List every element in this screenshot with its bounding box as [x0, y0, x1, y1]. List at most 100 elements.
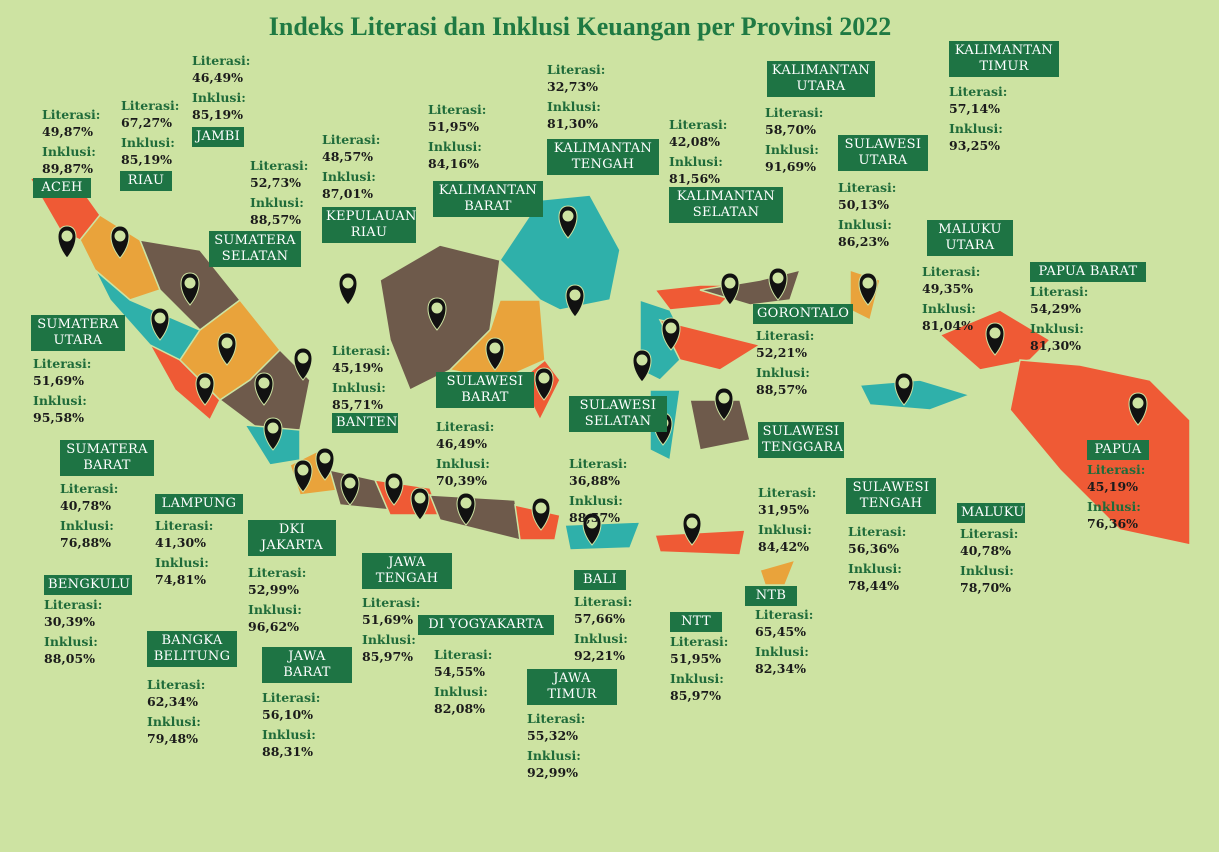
literasi-value: 46,49%	[192, 70, 244, 85]
literasi-label: Literasi:	[192, 53, 251, 68]
province-stats: Literasi: 49,87% Inklusi: 89,87%	[42, 106, 100, 177]
province-name: SULAWESI TENGGARA	[758, 422, 844, 458]
inklusi-value: 91,69%	[765, 159, 817, 174]
province-name: KALIMANTAN UTARA	[767, 61, 875, 97]
inklusi-value: 82,34%	[755, 661, 807, 676]
inklusi-value: 85,19%	[121, 152, 173, 167]
literasi-label: Literasi:	[574, 594, 633, 609]
literasi-value: 51,95%	[428, 119, 480, 134]
province-name: PAPUA BARAT	[1030, 262, 1146, 282]
inklusi-label: Inklusi:	[669, 154, 723, 169]
inklusi-label: Inklusi:	[121, 135, 175, 150]
inklusi-label: Inklusi:	[755, 644, 809, 659]
province-stats: Literasi: 52,99% Inklusi: 96,62%	[248, 564, 306, 635]
inklusi-value: 74,81%	[155, 572, 207, 587]
province-stats: Literasi: 36,88% Inklusi: 88,57%	[569, 455, 627, 526]
inklusi-value: 93,25%	[949, 138, 1001, 153]
literasi-value: 40,78%	[60, 498, 112, 513]
inklusi-value: 85,19%	[192, 107, 244, 122]
literasi-label: Literasi:	[1087, 462, 1146, 477]
literasi-value: 32,73%	[547, 79, 599, 94]
province-name: SULAWESI UTARA	[838, 135, 928, 171]
inklusi-value: 85,71%	[332, 397, 384, 412]
province-name: KEPULAUAN RIAU	[322, 207, 416, 243]
literasi-value: 31,95%	[758, 502, 810, 517]
inklusi-value: 85,97%	[670, 688, 722, 703]
inklusi-label: Inklusi:	[670, 671, 724, 686]
province-stats: Literasi: 51,69% Inklusi: 85,97%	[362, 594, 420, 665]
inklusi-label: Inklusi:	[434, 684, 488, 699]
province-stats: Literasi: 50,13% Inklusi: 86,23%	[838, 179, 896, 250]
literasi-value: 51,69%	[33, 373, 85, 388]
literasi-label: Literasi:	[765, 105, 824, 120]
inklusi-label: Inklusi:	[322, 169, 376, 184]
literasi-label: Literasi:	[569, 456, 628, 471]
province-stats: Literasi: 40,78% Inklusi: 78,70%	[960, 525, 1018, 596]
literasi-value: 48,57%	[322, 149, 374, 164]
literasi-value: 62,34%	[147, 694, 199, 709]
province-name: BANTEN	[332, 413, 398, 433]
inklusi-label: Inklusi:	[33, 393, 87, 408]
inklusi-label: Inklusi:	[436, 456, 490, 471]
literasi-label: Literasi:	[362, 595, 421, 610]
literasi-label: Literasi:	[1030, 284, 1089, 299]
literasi-label: Literasi:	[670, 634, 729, 649]
province-name: ACEH	[33, 178, 91, 198]
province-name: SUMATERA UTARA	[31, 315, 125, 351]
province-stats: Literasi: 55,32% Inklusi: 92,99%	[527, 710, 585, 781]
inklusi-label: Inklusi:	[756, 365, 810, 380]
inklusi-value: 86,23%	[838, 234, 890, 249]
inklusi-value: 78,44%	[848, 578, 900, 593]
inklusi-label: Inklusi:	[332, 380, 386, 395]
literasi-label: Literasi:	[60, 481, 119, 496]
inklusi-value: 78,70%	[960, 580, 1012, 595]
literasi-label: Literasi:	[250, 158, 309, 173]
province-stats: Literasi: 40,78% Inklusi: 76,88%	[60, 480, 118, 551]
literasi-value: 41,30%	[155, 535, 207, 550]
inklusi-value: 88,31%	[262, 744, 314, 759]
inklusi-value: 88,57%	[756, 382, 808, 397]
inklusi-label: Inklusi:	[1030, 321, 1084, 336]
literasi-value: 50,13%	[838, 197, 890, 212]
inklusi-value: 96,62%	[248, 619, 300, 634]
province-stats: Literasi: 32,73% Inklusi: 81,30%	[547, 61, 605, 132]
inklusi-label: Inklusi:	[569, 493, 623, 508]
inklusi-label: Inklusi:	[949, 121, 1003, 136]
inklusi-value: 79,48%	[147, 731, 199, 746]
inklusi-value: 70,39%	[436, 473, 488, 488]
province-stats: Literasi: 45,19% Inklusi: 76,36%	[1087, 461, 1145, 532]
province-name: JAWA BARAT	[262, 647, 352, 683]
literasi-value: 45,19%	[332, 360, 384, 375]
literasi-label: Literasi:	[922, 264, 981, 279]
inklusi-value: 82,08%	[434, 701, 486, 716]
inklusi-value: 92,21%	[574, 648, 626, 663]
literasi-value: 30,39%	[44, 614, 96, 629]
province-stats: Literasi: 48,57% Inklusi: 87,01%	[322, 131, 380, 202]
literasi-value: 49,35%	[922, 281, 974, 296]
inklusi-label: Inklusi:	[60, 518, 114, 533]
province-name: KALIMANTAN TENGAH	[547, 139, 659, 175]
literasi-value: 52,99%	[248, 582, 300, 597]
literasi-value: 51,95%	[670, 651, 722, 666]
inklusi-value: 81,30%	[547, 116, 599, 131]
literasi-value: 65,45%	[755, 624, 807, 639]
inklusi-label: Inklusi:	[362, 632, 416, 647]
literasi-label: Literasi:	[248, 565, 307, 580]
literasi-label: Literasi:	[332, 343, 391, 358]
inklusi-label: Inklusi:	[574, 631, 628, 646]
province-name: NTB	[745, 586, 797, 606]
inklusi-label: Inklusi:	[155, 555, 209, 570]
literasi-label: Literasi:	[755, 607, 814, 622]
province-stats: Literasi: 54,55% Inklusi: 82,08%	[434, 646, 492, 717]
literasi-value: 45,19%	[1087, 479, 1139, 494]
literasi-label: Literasi:	[758, 485, 817, 500]
literasi-label: Literasi:	[960, 526, 1019, 541]
literasi-label: Literasi:	[147, 677, 206, 692]
province-name: RIAU	[120, 171, 172, 191]
province-stats: Literasi: 30,39% Inklusi: 88,05%	[44, 596, 102, 667]
province-stats: Literasi: 58,70% Inklusi: 91,69%	[765, 104, 823, 175]
inklusi-label: Inklusi:	[838, 217, 892, 232]
province-name: SULAWESI SELATAN	[569, 396, 667, 432]
literasi-label: Literasi:	[155, 518, 214, 533]
literasi-value: 52,73%	[250, 175, 302, 190]
